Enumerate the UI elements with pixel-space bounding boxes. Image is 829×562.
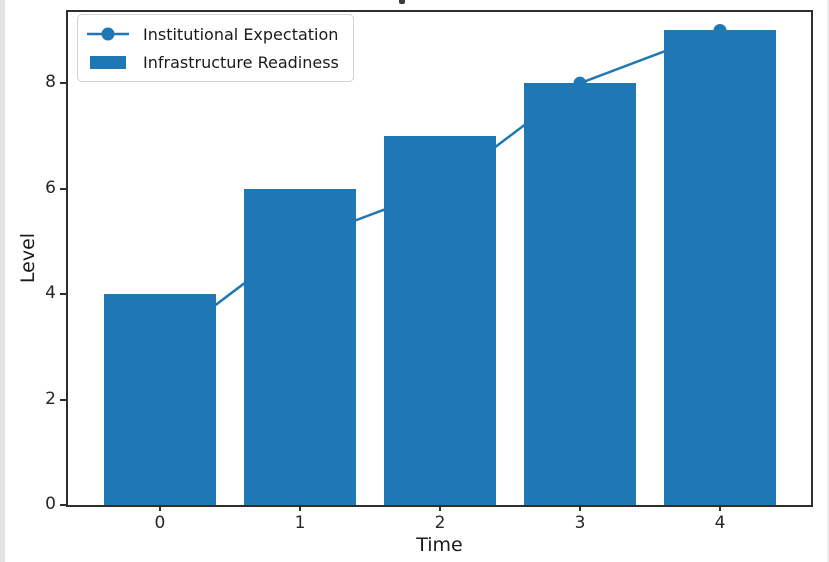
x-tick-mark	[718, 505, 721, 511]
plot-area	[68, 12, 811, 505]
y-tick-mark	[60, 398, 66, 401]
line-marker-x0	[153, 340, 167, 354]
y-tick-mark	[60, 504, 66, 506]
x-tick-label: 2	[434, 513, 446, 533]
legend-label-bar-series: Infrastructure Readiness	[143, 52, 339, 72]
line-marker-x2	[433, 182, 447, 196]
y-tick-label: 8	[45, 72, 56, 93]
y-tick-label: 2	[45, 388, 56, 409]
x-tick-mark	[158, 505, 161, 511]
x-tick-mark	[438, 505, 441, 511]
y-tick-label: 4	[45, 283, 56, 304]
bar-x4	[663, 30, 776, 505]
y-tick-mark	[60, 187, 66, 190]
x-tick-label: 3	[574, 513, 586, 533]
page-left-border	[0, 0, 5, 562]
x-tick-mark	[578, 505, 581, 511]
line-marker-x3	[573, 76, 587, 90]
clipped-title-fragment	[399, 0, 405, 4]
expectation-line	[153, 23, 727, 354]
line-marker-x4	[713, 23, 727, 37]
line-marker-glyph	[86, 26, 130, 42]
bar-x0	[103, 294, 216, 505]
legend-label-line-series: Institutional Expectation	[143, 24, 339, 44]
y-tick-mark	[60, 82, 66, 85]
y-tick-label: 6	[45, 177, 56, 198]
x-tick-mark	[298, 505, 301, 511]
x-axis-label: Time	[416, 534, 463, 556]
x-tick-label: 0	[154, 513, 166, 533]
y-axis-label: Level	[17, 232, 39, 284]
y-tick-label: 0	[45, 494, 56, 514]
y-tick-mark	[60, 293, 66, 296]
x-tick-label: 1	[294, 513, 306, 533]
line-marker-x1	[293, 234, 307, 248]
legend-item-infrastructure-readiness: Infrastructure Readiness	[86, 51, 339, 73]
page-right-border	[827, 0, 829, 562]
bar-x3	[523, 83, 636, 505]
x-tick-label: 4	[714, 513, 726, 533]
legend-item-institutional-expectation: Institutional Expectation	[86, 23, 339, 45]
legend: Institutional Expectation Infrastructure…	[77, 14, 354, 82]
bar-swatch-glyph	[86, 55, 130, 69]
bar-x2	[383, 135, 496, 505]
